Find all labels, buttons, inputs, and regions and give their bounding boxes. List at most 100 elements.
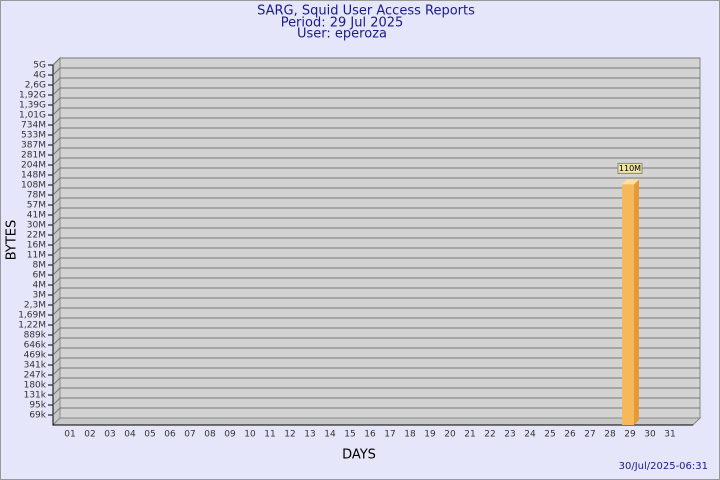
grid-line [52, 137, 61, 146]
grid-line [52, 297, 61, 306]
grid-line [52, 147, 61, 156]
y-tick-label: 6M [33, 271, 47, 281]
grid-line [52, 197, 61, 206]
grid-line [52, 317, 61, 326]
grid-line [52, 117, 61, 126]
y-tick-label: 131k [24, 391, 47, 401]
y-tick-label: 341k [24, 361, 47, 371]
grid-line [52, 187, 61, 196]
x-tick-label: 08 [204, 430, 216, 440]
y-tick-label: 247k [24, 371, 47, 381]
bar [622, 184, 634, 425]
grid-line [52, 247, 61, 256]
y-tick-label: 78M [27, 191, 46, 201]
x-tick-label: 11 [264, 430, 275, 440]
x-tick-label: 29 [624, 430, 636, 440]
y-tick-label: 108M [21, 181, 46, 191]
x-tick-label: 23 [504, 430, 515, 440]
x-axis-label: DAYS [342, 448, 376, 463]
x-tick-label: 12 [284, 430, 295, 440]
y-tick-label: 41M [27, 211, 46, 221]
y-tick-label: 22M [27, 231, 46, 241]
y-tick-label: 4G [33, 71, 46, 81]
y-tick-label: 387M [21, 141, 46, 151]
grid-line [52, 177, 61, 186]
y-tick-label: 148M [21, 171, 46, 181]
footer: 30/Jul/2025-06:31 [619, 461, 708, 472]
x-tick-label: 06 [164, 430, 176, 440]
grid-line [52, 327, 61, 336]
chart-title: SARG, Squid User Access Reports [257, 4, 475, 19]
y-tick-label: 180k [24, 381, 47, 391]
x-tick-label: 19 [424, 430, 436, 440]
y-tick-label: 469k [24, 351, 47, 361]
y-tick-label: 30M [27, 221, 46, 231]
grid-line [52, 217, 61, 226]
x-tick-label: 04 [124, 430, 136, 440]
floor [51, 417, 702, 426]
x-tick-label: 15 [344, 430, 355, 440]
y-tick-label: 4M [33, 281, 47, 291]
x-tick-label: 21 [464, 430, 475, 440]
chart-user: User: eperoza [297, 27, 387, 42]
grid-line [52, 57, 61, 66]
x-tick-label: 17 [384, 430, 395, 440]
x-tick-label: 22 [484, 430, 495, 440]
x-tick-label: 07 [184, 430, 195, 440]
grid-line [52, 287, 61, 296]
grid-line [52, 267, 61, 276]
y-tick-label: 1,01G [19, 111, 46, 121]
x-tick-label: 18 [404, 430, 416, 440]
x-tick-label: 26 [564, 430, 576, 440]
bar-side [634, 179, 639, 425]
grid-line [52, 87, 61, 96]
y-tick-label: 1,22M [18, 321, 46, 331]
y-axis-label: BYTES [5, 220, 20, 261]
y-tick-label: 8M [33, 261, 47, 271]
y-tick-label: 3M [33, 291, 47, 301]
grid-line [52, 377, 61, 386]
x-tick-label: 16 [364, 430, 376, 440]
y-tick-label: 204M [21, 161, 46, 171]
x-tick-label: 28 [604, 430, 616, 440]
grid-line [52, 77, 61, 86]
grid-line [52, 347, 61, 356]
grid-line [52, 367, 61, 376]
grid-line [52, 277, 61, 286]
x-tick-label: 10 [244, 430, 256, 440]
x-tick-label: 13 [304, 430, 315, 440]
x-tick-label: 30 [644, 430, 656, 440]
x-tick-label: 05 [144, 430, 155, 440]
grid-line [52, 237, 61, 246]
y-tick-label: 11M [27, 251, 46, 261]
grid-line [52, 257, 61, 266]
y-tick-label: 16M [27, 241, 46, 251]
x-tick-label: 25 [544, 430, 555, 440]
y-tick-label: 2,3M [24, 301, 46, 311]
x-tick-label: 03 [104, 430, 115, 440]
y-tick-label: 1,69M [18, 311, 46, 321]
grid-line [52, 107, 61, 116]
x-tick-label: 31 [664, 430, 675, 440]
x-tick-label: 14 [324, 430, 336, 440]
grid-line [52, 337, 61, 346]
y-tick-label: 533M [21, 131, 46, 141]
grid-line [52, 407, 61, 416]
grid-line [52, 357, 61, 366]
x-tick-label: 27 [584, 430, 595, 440]
grid-line [52, 67, 61, 76]
grid-line [52, 157, 61, 166]
x-tick-label: 02 [84, 430, 95, 440]
x-tick-label: 09 [224, 430, 236, 440]
grid-line [52, 227, 61, 236]
grid-line [52, 97, 61, 106]
y-tick-label: 57M [27, 201, 46, 211]
chart-subtitle: Period: 29 Jul 2025 [281, 16, 404, 31]
grid-line [52, 307, 61, 316]
value-label: 110M [619, 164, 641, 173]
y-tick-label: 281M [21, 151, 46, 161]
grid-line [52, 397, 61, 406]
y-tick-label: 1,39G [19, 101, 46, 111]
